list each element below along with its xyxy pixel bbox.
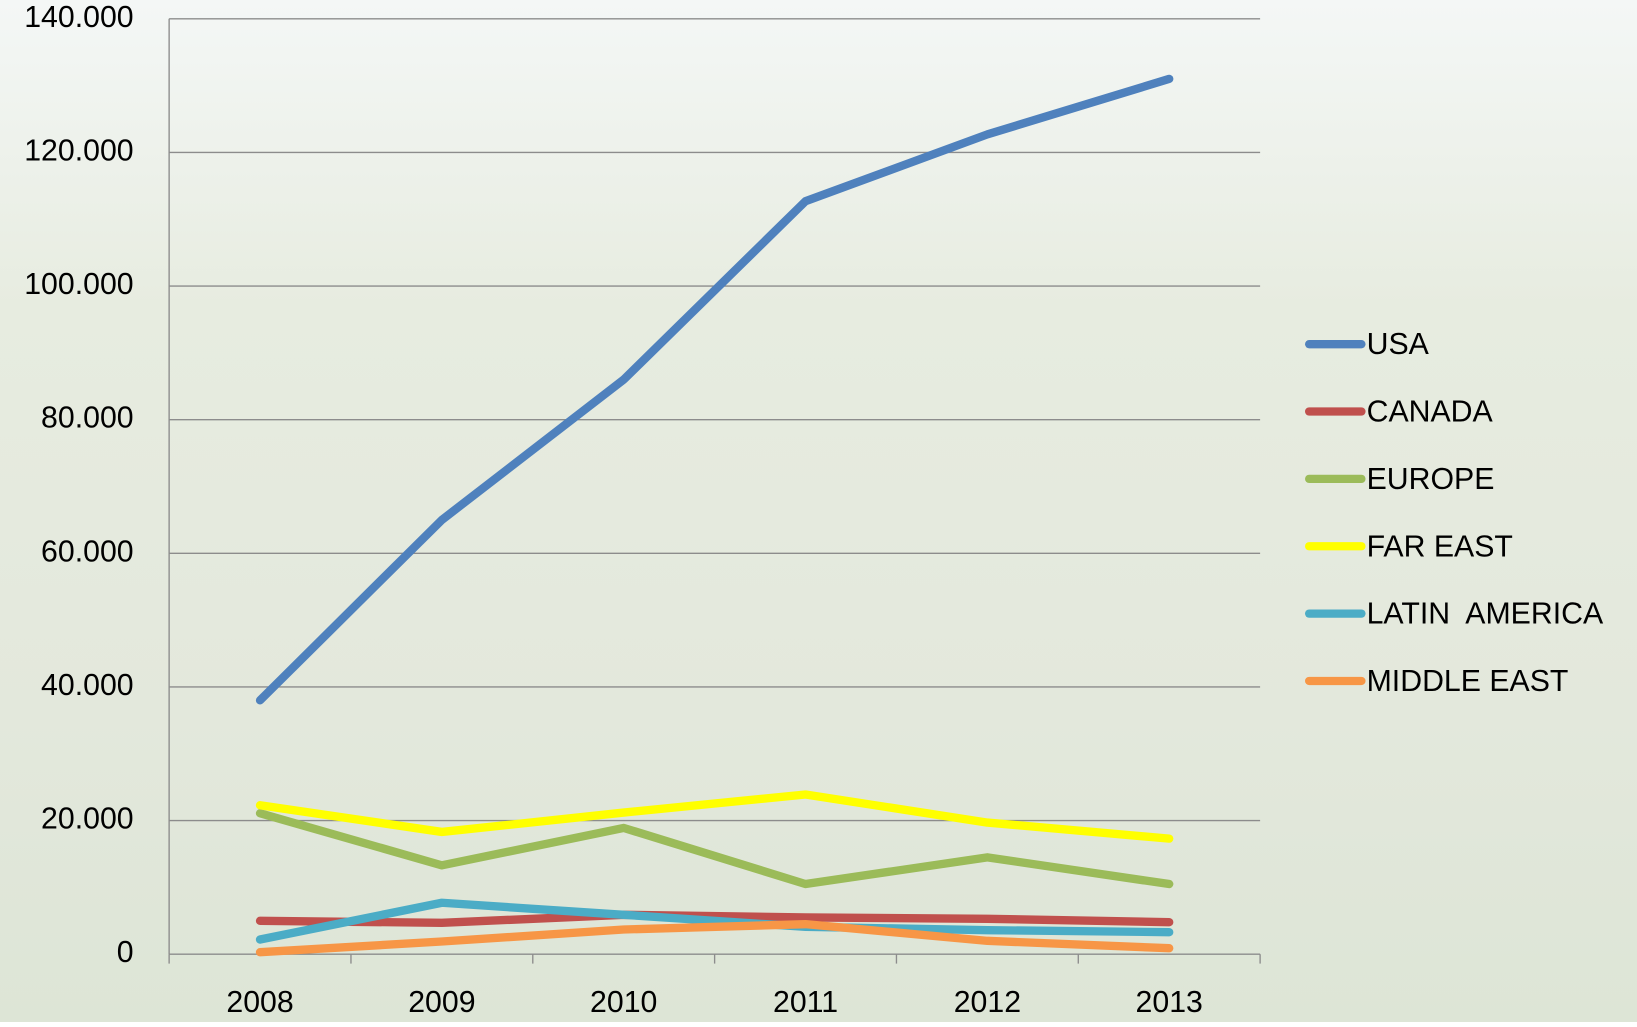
legend-label: EUROPE [1367,463,1495,496]
y-tick-label: 80.000 [41,402,134,435]
series-line [255,809,1174,889]
x-tick-label: 2009 [408,986,475,1019]
legend-label: USA [1367,328,1430,361]
legend-label: MIDDLE EAST [1367,665,1569,698]
legend-label: LATIN AMERICA [1367,598,1604,631]
series-line [255,74,1174,705]
series-line [255,790,1174,843]
legend-label: CANADA [1367,396,1494,429]
y-tick-label: 60.000 [41,535,134,568]
y-tick-label: 40.000 [41,669,134,702]
x-tick-label: 2008 [226,986,293,1019]
x-tick-label: 2010 [590,986,657,1019]
y-tick-label: 120.000 [24,134,133,167]
series-line [255,919,1174,957]
series-line [255,910,1174,927]
y-tick-label: 0 [117,936,134,969]
y-tick-label: 140.000 [24,1,133,34]
x-tick-label: 2011 [773,986,838,1019]
y-tick-label: 100.000 [24,268,133,301]
legend-label: FAR EAST [1367,530,1513,563]
series-line [255,898,1174,944]
y-tick-label: 20.000 [41,803,134,836]
x-tick-label: 2012 [954,986,1021,1019]
x-tick-label: 2013 [1136,986,1203,1019]
